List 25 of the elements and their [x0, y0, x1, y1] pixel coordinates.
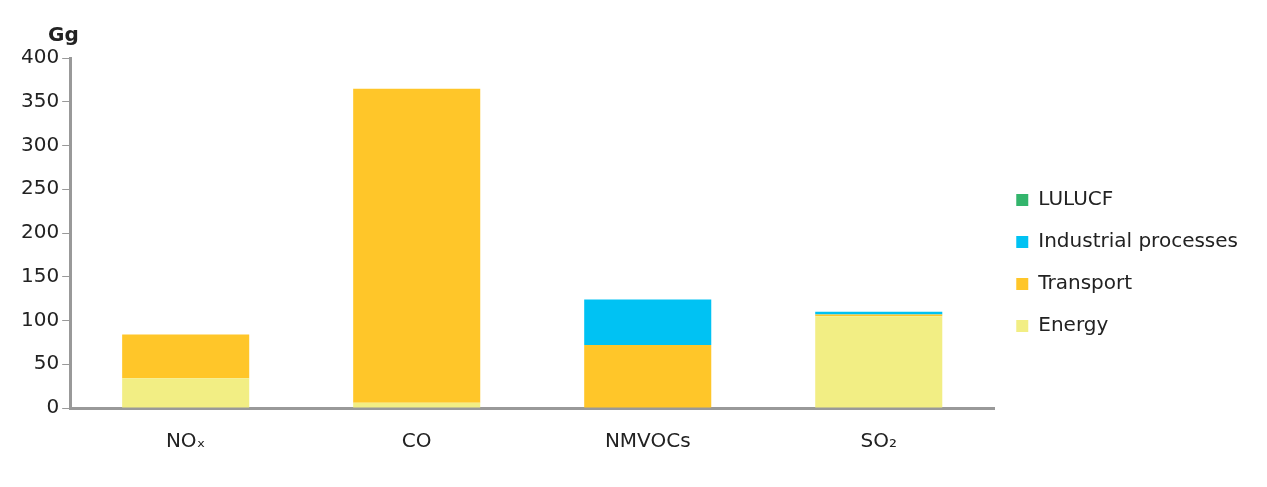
y-tick-label: 350	[20, 87, 60, 112]
bar	[353, 402, 481, 408]
bar	[353, 88, 481, 403]
x-tick-label: NOₓ	[165, 428, 206, 453]
y-tick-label: 50	[33, 350, 60, 375]
y-tick-label: 100	[20, 306, 60, 331]
y-tick-label: 400	[20, 44, 60, 69]
legend-label: Industrial processes	[1038, 228, 1239, 253]
y-tick-label: 200	[20, 219, 60, 244]
bar	[815, 316, 943, 408]
bar	[122, 378, 250, 408]
y-tick-label: 300	[20, 131, 60, 156]
y-tick-label: 150	[20, 262, 60, 287]
y-axis-title: Gg	[48, 22, 79, 47]
x-tick-label: SO₂	[860, 428, 897, 453]
x-tick-label: CO	[401, 428, 432, 453]
bar	[584, 299, 712, 345]
y-tick-label: 0	[46, 394, 60, 419]
y-tick-label: 250	[20, 175, 60, 200]
legend-label: LULUCF	[1038, 186, 1114, 211]
bar	[122, 334, 250, 379]
bar	[584, 345, 712, 408]
x-tick-label: NMVOCs	[604, 428, 691, 453]
legend-label: Energy	[1038, 312, 1109, 337]
legend-label: Transport	[1037, 270, 1133, 295]
